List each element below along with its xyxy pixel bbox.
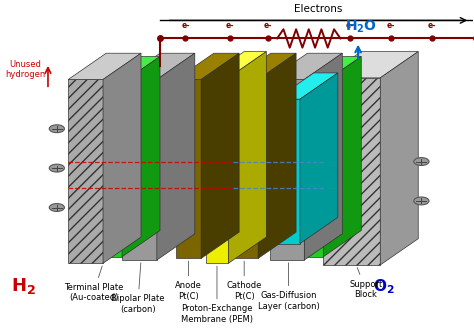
Text: Electrons: Electrons (294, 4, 342, 14)
Polygon shape (380, 51, 418, 265)
Polygon shape (176, 80, 201, 258)
Polygon shape (122, 80, 157, 260)
Circle shape (414, 158, 429, 165)
Text: Gas-Diffusion
Layer (carbon): Gas-Diffusion Layer (carbon) (257, 263, 319, 311)
Polygon shape (304, 56, 361, 83)
Polygon shape (304, 83, 323, 257)
Circle shape (49, 164, 64, 172)
Polygon shape (276, 99, 300, 244)
Polygon shape (122, 56, 160, 257)
Polygon shape (323, 78, 380, 265)
Text: Bipolar Plate
(carbon): Bipolar Plate (carbon) (111, 263, 164, 314)
Polygon shape (122, 53, 195, 80)
Polygon shape (233, 53, 296, 80)
Polygon shape (128, 73, 191, 99)
Polygon shape (153, 73, 191, 244)
Text: $\mathbf{H_2}$: $\mathbf{H_2}$ (11, 276, 36, 296)
Polygon shape (228, 51, 266, 263)
Text: Cathode
Pt(C): Cathode Pt(C) (227, 261, 262, 301)
Text: Unused
hydrogen: Unused hydrogen (5, 60, 46, 79)
Text: e-: e- (346, 21, 354, 30)
Polygon shape (128, 99, 153, 244)
Circle shape (49, 125, 64, 133)
Polygon shape (304, 53, 342, 260)
Text: Support
Block: Support Block (349, 268, 383, 299)
Circle shape (414, 197, 429, 205)
Polygon shape (258, 53, 296, 258)
Text: $\mathbf{H_2O}$: $\mathbf{H_2O}$ (345, 19, 377, 35)
Polygon shape (103, 83, 122, 257)
Polygon shape (323, 56, 361, 257)
Polygon shape (201, 53, 239, 258)
Text: e-: e- (181, 21, 190, 30)
Polygon shape (276, 73, 338, 99)
Text: e-: e- (264, 21, 272, 30)
Text: Anode
Pt(C): Anode Pt(C) (175, 261, 202, 301)
Polygon shape (300, 73, 338, 244)
Polygon shape (157, 53, 195, 260)
Text: e-: e- (226, 21, 234, 30)
Polygon shape (68, 53, 141, 80)
Text: $\mathbf{O_2}$: $\mathbf{O_2}$ (373, 277, 394, 296)
Polygon shape (103, 56, 160, 83)
Text: e-: e- (387, 21, 395, 30)
Text: Terminal Plate
(Au-coated): Terminal Plate (Au-coated) (64, 266, 123, 302)
Polygon shape (103, 53, 141, 263)
Polygon shape (233, 80, 258, 258)
Text: e-: e- (428, 21, 437, 30)
Polygon shape (206, 51, 266, 78)
Polygon shape (270, 80, 304, 260)
Polygon shape (176, 53, 239, 80)
Polygon shape (323, 51, 418, 78)
Polygon shape (270, 53, 342, 80)
Text: Proton-Exchange
Membrane (PEM): Proton-Exchange Membrane (PEM) (181, 266, 253, 324)
Circle shape (49, 204, 64, 212)
Polygon shape (206, 78, 228, 263)
Polygon shape (68, 80, 103, 263)
